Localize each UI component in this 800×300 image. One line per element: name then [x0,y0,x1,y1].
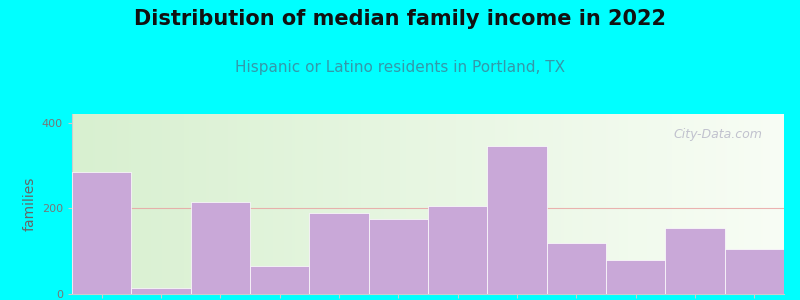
Bar [369,219,428,294]
Bar [190,202,250,294]
Bar [546,243,606,294]
Bar [250,266,310,294]
Text: Hispanic or Latino residents in Portland, TX: Hispanic or Latino residents in Portland… [235,60,565,75]
Bar [131,288,190,294]
Y-axis label: families: families [22,177,36,231]
Text: City-Data.com: City-Data.com [674,128,762,141]
Bar [72,172,131,294]
Bar [666,228,725,294]
Bar [428,206,487,294]
Bar [310,213,369,294]
Bar [487,146,546,294]
Bar [725,249,784,294]
Text: Distribution of median family income in 2022: Distribution of median family income in … [134,9,666,29]
Bar [606,260,666,294]
